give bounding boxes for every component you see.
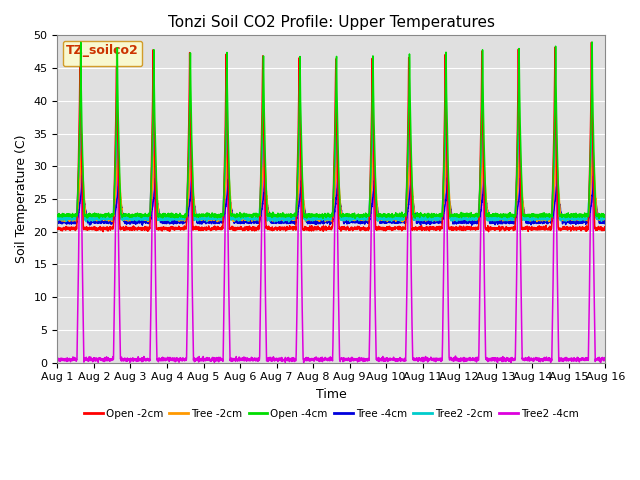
Tree2 -2cm (287, 215, 295, 221)
Tree2 -2cm (116, 195, 124, 201)
Open -2cm (588, 39, 595, 45)
Open -2cm (54, 226, 61, 231)
Open -4cm (532, 212, 540, 218)
Tree2 -4cm (54, 358, 61, 363)
Open -2cm (116, 224, 124, 229)
Open -4cm (54, 212, 61, 218)
Tree -4cm (532, 220, 540, 226)
Tree -4cm (468, 222, 476, 228)
Open -4cm (264, 212, 271, 218)
Tree2 -4cm (591, 335, 599, 341)
Tree2 -2cm (264, 215, 271, 220)
Open -4cm (116, 180, 124, 185)
Tree2 -4cm (287, 356, 295, 362)
Tree -2cm (591, 183, 599, 189)
Tree2 -2cm (588, 99, 596, 105)
Tree -2cm (532, 216, 540, 222)
Title: Tonzi Soil CO2 Profile: Upper Temperatures: Tonzi Soil CO2 Profile: Upper Temperatur… (168, 15, 495, 30)
Open -4cm (602, 212, 609, 217)
Open -4cm (588, 39, 596, 45)
Tree -2cm (54, 216, 61, 222)
Open -2cm (148, 111, 156, 117)
Open -2cm (591, 226, 599, 231)
Line: Tree -2cm: Tree -2cm (58, 134, 605, 222)
Tree -4cm (591, 192, 599, 198)
Tree2 -2cm (54, 217, 61, 223)
Line: Tree -4cm: Tree -4cm (58, 175, 605, 225)
Tree -2cm (264, 203, 271, 209)
Tree2 -2cm (591, 201, 599, 206)
Tree -4cm (264, 204, 271, 210)
Tree -2cm (148, 181, 156, 187)
Open -2cm (287, 226, 295, 232)
Tree -2cm (399, 219, 406, 225)
Open -2cm (532, 227, 540, 232)
Tree -4cm (148, 204, 156, 210)
Tree2 -4cm (493, 360, 501, 366)
Open -2cm (264, 226, 271, 232)
Open -4cm (595, 216, 603, 221)
Tree -4cm (79, 172, 86, 178)
Open -2cm (602, 227, 609, 233)
Tree -4cm (287, 220, 295, 226)
Tree -4cm (116, 192, 124, 198)
Tree2 -2cm (602, 216, 609, 221)
Tree -2cm (77, 131, 85, 137)
Tree2 -4cm (148, 192, 156, 198)
Tree -2cm (116, 181, 124, 187)
Legend: Open -2cm, Tree -2cm, Open -4cm, Tree -4cm, Tree2 -2cm, Tree2 -4cm: Open -2cm, Tree -2cm, Open -4cm, Tree -4… (80, 405, 583, 423)
Tree -4cm (602, 219, 609, 225)
Tree2 -4cm (264, 357, 271, 363)
Tree2 -4cm (588, 43, 596, 48)
Line: Open -2cm: Open -2cm (58, 42, 605, 232)
Open -4cm (148, 137, 156, 143)
Tree2 -4cm (116, 326, 124, 332)
Tree -2cm (287, 216, 295, 222)
Tree2 -2cm (148, 151, 156, 156)
Y-axis label: Soil Temperature (C): Soil Temperature (C) (15, 135, 28, 263)
Open -2cm (484, 229, 492, 235)
Tree2 -4cm (602, 356, 609, 362)
Line: Open -4cm: Open -4cm (58, 42, 605, 218)
X-axis label: Time: Time (316, 388, 347, 401)
Tree2 -2cm (285, 219, 292, 225)
Open -4cm (287, 214, 295, 220)
Tree -4cm (54, 219, 61, 225)
Tree -2cm (602, 216, 609, 222)
Tree2 -4cm (532, 356, 540, 362)
Line: Tree2 -2cm: Tree2 -2cm (58, 102, 605, 222)
Open -4cm (591, 178, 598, 184)
Tree2 -2cm (532, 216, 540, 222)
Line: Tree2 -4cm: Tree2 -4cm (58, 46, 605, 363)
